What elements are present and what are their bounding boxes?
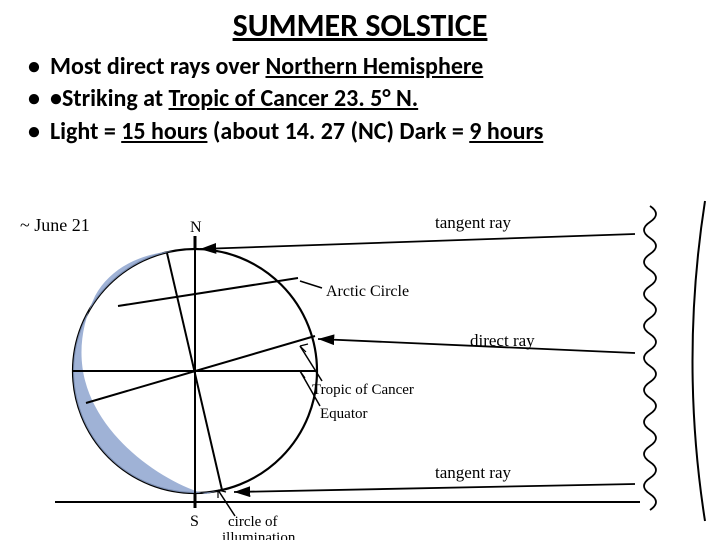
sun-arc — [693, 201, 706, 521]
label-equator: Equator — [320, 406, 367, 422]
label-tangent-top: tangent ray — [435, 213, 511, 232]
label-june21: ~ June 21 — [20, 215, 90, 235]
bullet-list: Most direct rays over Northern Hemispher… — [28, 51, 692, 148]
bullet-3-pre: Light = — [50, 117, 121, 146]
bullet-3-underline1: 15 hours — [121, 117, 207, 146]
label-direct: direct ray — [470, 331, 535, 350]
sun-squiggle — [644, 206, 656, 510]
bullet-1-pre: Most direct rays over — [50, 52, 265, 81]
bullet-2-dot: • — [50, 84, 62, 113]
label-tangent-bottom: tangent ray — [435, 463, 511, 482]
label-S: S — [190, 513, 199, 530]
diagram: ~ June 21 N S Arctic Circle Tropic of Ca… — [0, 176, 720, 540]
label-tropic: Tropic of Cancer — [312, 382, 414, 398]
ray-tangent-top — [200, 234, 635, 249]
page-title: SUMMER SOLSTICE — [0, 6, 720, 45]
label-circle-illum-1: circle of — [228, 514, 278, 530]
bullet-3: Light = 15 hours (about 14. 27 (NC) Dark… — [28, 116, 692, 148]
bullet-2-underline: Tropic of Cancer 23. 5° N. — [169, 84, 419, 113]
ptr-arctic — [300, 281, 322, 288]
bullet-2: •Striking at Tropic of Cancer 23. 5° N. — [28, 83, 692, 115]
label-arctic: Arctic Circle — [326, 283, 409, 300]
ray-tangent-bottom — [234, 484, 635, 492]
bullet-1: Most direct rays over Northern Hemispher… — [28, 51, 692, 83]
bullet-2-pre: Striking at — [62, 84, 169, 113]
bullet-3-underline2: 9 hours — [469, 117, 543, 146]
diagram-svg: ~ June 21 N S Arctic Circle Tropic of Ca… — [0, 176, 720, 540]
bullet-1-underline: Northern Hemisphere — [265, 52, 483, 81]
bullet-3-mid: (about 14. 27 (NC) Dark = — [207, 117, 469, 146]
label-circle-illum-2: illumination — [222, 530, 296, 540]
label-N: N — [190, 219, 202, 236]
